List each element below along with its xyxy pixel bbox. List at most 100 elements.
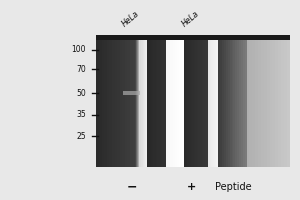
Bar [179,35,181,167]
Bar [152,35,154,167]
Bar [136,35,137,167]
Bar [258,35,261,167]
Bar [142,35,143,167]
Bar [205,35,207,167]
Bar [138,35,139,167]
Bar [143,35,144,167]
Bar [172,35,174,167]
Bar [97,35,99,167]
Bar [164,35,165,167]
Bar [202,35,203,167]
Bar [264,35,267,167]
Text: +: + [187,182,196,192]
Bar [146,35,147,167]
Bar [243,35,245,167]
Bar [233,35,236,167]
Bar [102,35,104,167]
Bar [270,35,273,167]
Bar [252,35,256,167]
Bar [210,35,211,167]
Bar [235,35,238,167]
Bar [189,35,191,167]
Bar [145,35,146,167]
Bar [170,35,171,167]
Bar [272,35,276,167]
Bar [135,35,136,167]
Bar [212,35,213,167]
Bar [173,35,175,167]
Bar [120,35,123,167]
Bar [171,35,172,167]
Bar [194,35,196,167]
Bar [155,35,156,167]
Bar [209,35,210,167]
Bar [281,35,284,167]
Bar [97,35,290,167]
Bar [228,35,230,167]
Bar [195,35,197,167]
Bar [237,35,239,167]
Bar [245,35,247,167]
Bar [284,35,287,167]
Bar [137,35,138,167]
Bar [247,35,250,167]
Text: HeLa: HeLa [180,10,200,29]
Bar [139,35,140,167]
Text: Peptide: Peptide [215,182,251,192]
Bar [160,35,161,167]
Bar [137,35,138,167]
Bar [190,35,192,167]
Bar [148,35,150,167]
Bar [197,35,199,167]
Bar [287,35,290,167]
Bar [110,35,112,167]
Text: HeLa: HeLa [120,10,141,29]
Bar [250,35,253,167]
Bar [140,35,141,167]
Bar [208,35,209,167]
Bar [112,35,115,167]
Bar [261,35,264,167]
Bar [177,35,178,167]
Bar [209,35,210,167]
Bar [137,35,138,167]
Bar [186,35,188,167]
Bar [139,35,140,167]
Bar [163,35,164,167]
Bar [239,35,241,167]
Bar [241,35,243,167]
Bar [169,35,170,167]
Bar [215,35,216,167]
Text: 25: 25 [76,132,86,141]
Bar [161,35,163,167]
Bar [150,35,151,167]
Bar [157,35,159,167]
Bar [125,35,128,167]
Bar [136,35,137,167]
Bar [203,35,205,167]
Bar [130,35,133,167]
Bar [156,35,158,167]
Bar [107,35,110,167]
Bar [232,35,234,167]
Bar [217,35,218,167]
Bar [141,35,142,167]
Bar [128,35,130,167]
Bar [188,35,189,167]
Bar [144,35,145,167]
Bar [214,35,215,167]
Bar [159,35,160,167]
Bar [176,35,177,167]
Bar [184,35,186,167]
Bar [211,35,212,167]
Bar [192,35,194,167]
Bar [278,35,281,167]
Bar [144,35,145,167]
Bar [154,35,155,167]
Bar [115,35,117,167]
Text: 50: 50 [76,89,86,98]
Bar [182,35,183,167]
Bar [97,35,290,40]
Bar [216,35,217,167]
Bar [198,35,200,167]
